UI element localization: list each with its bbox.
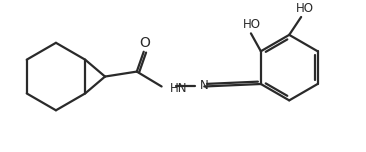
Text: N: N [200,79,209,92]
Text: O: O [139,36,150,50]
Text: HO: HO [243,18,261,31]
Text: HN: HN [169,82,187,95]
Text: HO: HO [296,2,314,15]
